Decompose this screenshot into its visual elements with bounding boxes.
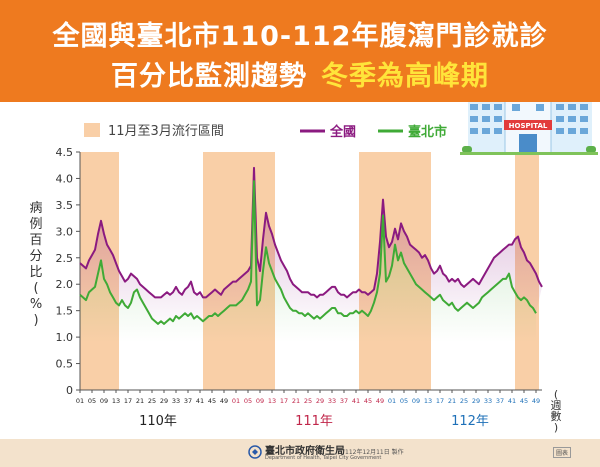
y-tick-label: 1.5 xyxy=(56,305,74,318)
x-tick-label: 13 xyxy=(424,397,432,405)
header-banner: 全國與臺北市110-112年腹瀉門診就診 百分比監測趨勢 冬季為高峰期 xyxy=(0,0,600,102)
y-tick-label: 2.0 xyxy=(56,278,74,291)
agency-logo-icon xyxy=(248,445,262,459)
x-tick-label: 29 xyxy=(160,397,168,405)
y-tick-label: 4.5 xyxy=(56,146,74,159)
year-label: 112年 xyxy=(451,414,489,429)
year-label: 111年 xyxy=(295,414,333,429)
x-tick-label: 41 xyxy=(352,397,360,405)
x-tick-label: 45 xyxy=(520,397,528,405)
title-line-2-main: 百分比監測趨勢 xyxy=(111,61,307,92)
agency-name: 臺北市政府衛生局 xyxy=(265,446,345,457)
x-tick-label: 25 xyxy=(304,397,312,405)
chart: 0 0.5 1.0 1.5 2.0 2.5 3.0 3.5 4.0 4.5 01 05 09 13 17 21… xyxy=(0,102,600,439)
series-lines xyxy=(79,166,543,325)
source-badge: 圖表 xyxy=(553,447,572,458)
y-tick-label: 0.5 xyxy=(56,358,74,371)
x-tick-label: 05 xyxy=(400,397,408,405)
x-tick-label: 37 xyxy=(184,397,192,405)
x-tick-label: 33 xyxy=(484,397,492,405)
x-tick-label: 09 xyxy=(100,397,108,405)
x-tick-label: 21 xyxy=(448,397,456,405)
x-tick-label: 13 xyxy=(112,397,120,405)
x-tick-label: 09 xyxy=(412,397,420,405)
x-tick-label: 45 xyxy=(208,397,216,405)
x-tick-label: 21 xyxy=(136,397,144,405)
taipei-fill xyxy=(80,181,536,343)
y-tick-label: 3.5 xyxy=(56,199,74,212)
x-tick-label: 37 xyxy=(496,397,504,405)
x-tick-label: 01 xyxy=(232,397,240,405)
x-tick-label: 41 xyxy=(508,397,516,405)
x-tick-label: 29 xyxy=(316,397,324,405)
y-tick-label: 0 xyxy=(66,384,73,397)
x-tick-label: 41 xyxy=(196,397,204,405)
x-tick-label: 05 xyxy=(244,397,252,405)
legend-season-swatch xyxy=(84,123,100,137)
x-tick-label: 01 xyxy=(76,397,84,405)
x-tick-label: 49 xyxy=(220,397,228,405)
legend-taipei-label: 臺北市 xyxy=(408,124,447,140)
x-tick-label: 17 xyxy=(124,397,132,405)
x-tick-label: 49 xyxy=(532,397,540,405)
year-label: 110年 xyxy=(139,414,177,429)
tick-labels: 0 0.5 1.0 1.5 2.0 2.5 3.0 3.5 4.0 4.5 01 05 09 13 17 21… xyxy=(56,146,541,429)
x-tick-label: 01 xyxy=(388,397,396,405)
made-date: 112年12月11日 製作 xyxy=(345,449,404,456)
x-tick-label: 29 xyxy=(472,397,480,405)
x-tick-label: 25 xyxy=(148,397,156,405)
y-tick-label: 3.0 xyxy=(56,225,74,238)
agency-name-en: Department of Health, Taipei City Govern… xyxy=(265,455,382,461)
x-tick-label: 45 xyxy=(364,397,372,405)
x-tick-label: 25 xyxy=(460,397,468,405)
x-tick-label: 37 xyxy=(340,397,348,405)
x-tick-label: 17 xyxy=(280,397,288,405)
y-tick-label: 4.0 xyxy=(56,172,74,185)
x-tick-label: 05 xyxy=(88,397,96,405)
y-tick-label: 2.5 xyxy=(56,252,74,265)
x-axis-label: (週數) xyxy=(551,388,562,434)
legend-season-label: 11月至3月流行區間 xyxy=(108,124,224,139)
x-tick-label: 21 xyxy=(292,397,300,405)
x-tick-label: 13 xyxy=(268,397,276,405)
series-line-taipei xyxy=(79,180,537,325)
title-line-2: 百分比監測趨勢 冬季為高峰期 xyxy=(0,54,600,93)
series-fill xyxy=(80,167,542,343)
x-tick-label: 33 xyxy=(328,397,336,405)
title-line-1: 全國與臺北市110-112年腹瀉門診就診 xyxy=(52,21,548,52)
national-fill xyxy=(80,167,542,324)
footer: 臺北市政府衛生局 Department of Health, Taipei Ci… xyxy=(0,439,600,467)
y-axis-label: 病例百分比(%) xyxy=(29,201,42,328)
hospital-icon: HOSPITAL xyxy=(460,102,598,155)
hospital-sign: HOSPITAL xyxy=(509,122,548,130)
series-line-national xyxy=(79,166,543,299)
legend-national-label: 全國 xyxy=(329,124,356,140)
y-tick-label: 1.0 xyxy=(56,331,74,344)
x-tick-label: 33 xyxy=(172,397,180,405)
x-tick-label: 17 xyxy=(436,397,444,405)
title-highlight: 冬季為高峰期 xyxy=(321,61,489,92)
x-tick-label: 49 xyxy=(376,397,384,405)
x-tick-label: 09 xyxy=(256,397,264,405)
